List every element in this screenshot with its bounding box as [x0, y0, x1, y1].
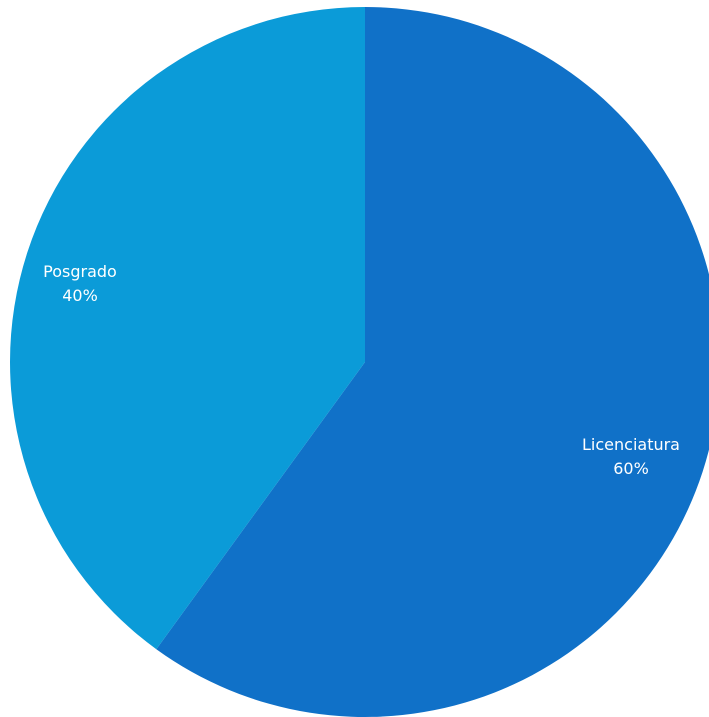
- slice-value-posgrado: 40%: [62, 286, 98, 305]
- pie-slices: [10, 7, 709, 717]
- pie-labels: Licenciatura 60% Posgrado 40%: [43, 262, 680, 478]
- slice-value-licenciatura: 60%: [613, 459, 649, 478]
- pie-slice-licenciatura: [156, 7, 709, 717]
- slice-label-licenciatura: Licenciatura: [582, 435, 680, 454]
- pie-slice-posgrado: [10, 7, 366, 650]
- slice-label-posgrado: Posgrado: [43, 262, 117, 281]
